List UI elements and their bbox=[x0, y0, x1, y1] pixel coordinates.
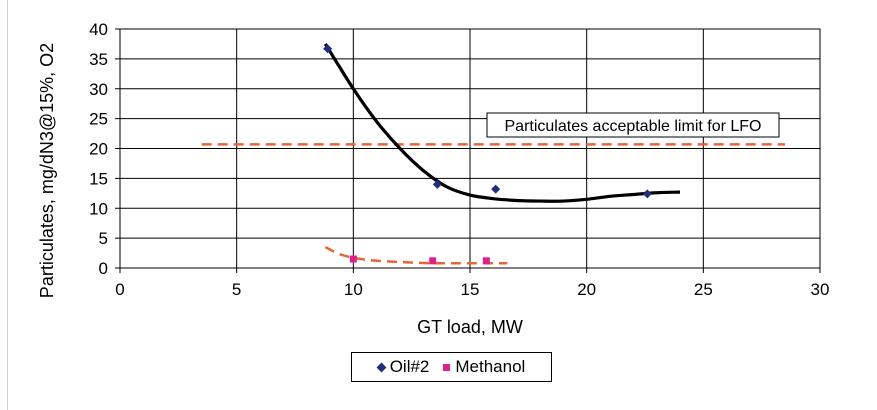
legend-item-oil2: Oil#2 bbox=[376, 357, 430, 377]
chart-canvas: 0 5 10 15 20 25 30 0 5 10 15 20 25 30 35 40 Particulat… bbox=[37, 20, 829, 337]
reference-label-box bbox=[486, 112, 780, 138]
x-tick-label: 10 bbox=[344, 280, 363, 299]
y-tick-label: 40 bbox=[89, 20, 108, 39]
x-tick-label: 5 bbox=[232, 280, 241, 299]
data-points bbox=[323, 44, 652, 265]
y-tick-label: 20 bbox=[89, 140, 108, 159]
left-border-rule bbox=[7, 0, 8, 410]
y-tick-label: 30 bbox=[89, 80, 108, 99]
trend-line-oil-2 bbox=[323, 43, 681, 203]
y-tick-label: 25 bbox=[89, 110, 108, 129]
y-tick-label: 0 bbox=[99, 259, 108, 278]
point-oil-2 bbox=[432, 179, 442, 189]
legend: Oil#2 Methanol bbox=[351, 352, 552, 382]
y-tick-labels: 0 5 10 15 20 25 30 35 40 bbox=[89, 20, 120, 278]
legend-label-methanol: Methanol bbox=[455, 357, 526, 376]
y-tick-label: 10 bbox=[89, 199, 108, 218]
x-tick-label: 30 bbox=[811, 280, 830, 299]
y-tick-label: 5 bbox=[99, 229, 108, 248]
point-oil-2 bbox=[491, 184, 501, 194]
legend-label-oil2: Oil#2 bbox=[389, 357, 430, 376]
point-oil-2 bbox=[323, 44, 333, 54]
diamond-marker-icon bbox=[376, 362, 387, 372]
point-methanol bbox=[482, 257, 490, 265]
legend-item-methanol: Methanol bbox=[443, 357, 525, 377]
x-tick-label: 15 bbox=[461, 280, 480, 299]
point-methanol bbox=[349, 255, 357, 263]
y-tick-label: 35 bbox=[89, 50, 108, 69]
x-tick-label: 20 bbox=[577, 280, 596, 299]
x-tick-label: 25 bbox=[694, 280, 713, 299]
x-axis-label: GT load, MW bbox=[417, 317, 523, 337]
gridlines bbox=[119, 28, 821, 269]
point-oil-2 bbox=[642, 189, 652, 199]
square-marker-icon bbox=[443, 363, 451, 371]
x-tick-label: 0 bbox=[115, 280, 124, 299]
y-tick-label: 15 bbox=[89, 169, 108, 188]
reference-lines: Particulates acceptable limit for LFO bbox=[201, 112, 785, 146]
x-tick-labels: 0 5 10 15 20 25 30 bbox=[115, 268, 829, 299]
y-axis-label: Particulates, mg/dN3@15%, O2 bbox=[37, 43, 57, 298]
trend-line-methanol bbox=[324, 245, 508, 265]
point-methanol bbox=[429, 257, 437, 265]
reference-line-label: Particulates acceptable limit for LFO bbox=[505, 118, 762, 135]
trend-lines bbox=[323, 43, 681, 265]
